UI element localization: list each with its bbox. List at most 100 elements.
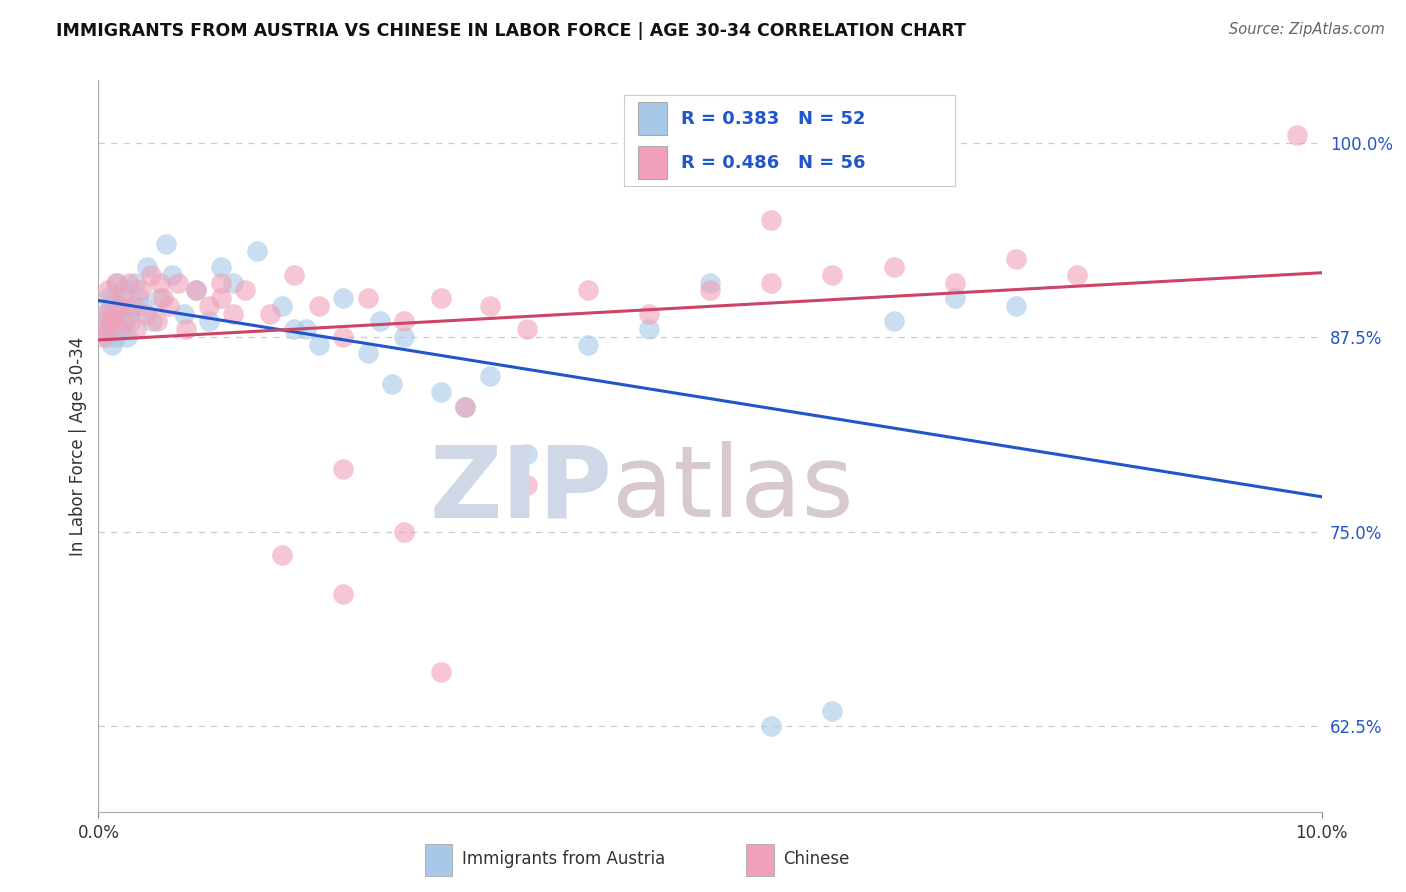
Point [112, 284, 135, 298]
Text: Chinese: Chinese [783, 849, 849, 868]
Point [356, 345, 378, 359]
Point [430, 384, 453, 399]
Point [699, 276, 721, 290]
Point [308, 338, 330, 352]
Point [222, 276, 245, 290]
Point [100, 299, 122, 313]
Point [173, 307, 195, 321]
Point [120, 314, 142, 328]
Point [1004, 252, 1026, 267]
Point [131, 299, 153, 313]
Point [97, 291, 120, 305]
Text: Source: ZipAtlas.com: Source: ZipAtlas.com [1229, 22, 1385, 37]
Point [270, 299, 294, 313]
Point [295, 322, 318, 336]
Text: atlas: atlas [612, 442, 853, 539]
Point [478, 368, 501, 383]
Point [149, 276, 172, 290]
Text: ZIP: ZIP [429, 442, 612, 539]
Point [430, 665, 453, 679]
Point [152, 291, 174, 305]
Point [96, 330, 118, 344]
Point [121, 299, 143, 313]
Point [576, 338, 599, 352]
Point [209, 291, 232, 305]
Point [392, 314, 416, 328]
Point [149, 291, 172, 305]
Point [197, 299, 219, 313]
Point [197, 314, 219, 328]
Point [638, 322, 661, 336]
Point [368, 314, 391, 328]
Point [821, 704, 844, 718]
Point [638, 307, 661, 321]
Point [576, 284, 599, 298]
Point [101, 314, 124, 328]
Point [516, 447, 538, 461]
Point [118, 307, 141, 321]
Point [111, 291, 134, 305]
Point [454, 400, 477, 414]
Point [128, 291, 150, 305]
Point [155, 236, 177, 251]
Point [1286, 128, 1309, 142]
Point [516, 478, 538, 492]
Point [114, 314, 136, 328]
Point [125, 322, 148, 336]
Point [209, 276, 232, 290]
Text: Immigrants from Austria: Immigrants from Austria [461, 849, 665, 868]
Point [94, 307, 117, 321]
Point [105, 276, 128, 290]
Point [104, 276, 127, 290]
Point [222, 307, 245, 321]
Point [107, 322, 129, 336]
Point [136, 260, 159, 274]
Point [186, 284, 208, 298]
Point [160, 268, 183, 282]
Point [104, 330, 127, 344]
Point [186, 284, 208, 298]
Point [270, 548, 294, 562]
Point [93, 314, 115, 328]
Y-axis label: In Labor Force | Age 30-34: In Labor Force | Age 30-34 [69, 336, 87, 556]
Point [356, 291, 378, 305]
Point [94, 322, 117, 336]
Point [761, 213, 783, 227]
Point [97, 284, 120, 298]
Point [943, 291, 966, 305]
Point [111, 322, 134, 336]
Point [283, 268, 305, 282]
Point [883, 314, 905, 328]
Point [392, 330, 416, 344]
Point [381, 376, 404, 391]
Point [101, 338, 124, 352]
Point [91, 330, 114, 344]
Point [124, 276, 146, 290]
Point [98, 322, 121, 336]
Point [209, 260, 232, 274]
Point [176, 322, 198, 336]
Point [332, 330, 354, 344]
Point [761, 719, 783, 733]
Point [332, 462, 354, 476]
Point [167, 276, 190, 290]
Point [110, 299, 132, 313]
Point [1066, 268, 1088, 282]
Point [103, 291, 125, 305]
Point [821, 268, 844, 282]
Point [1004, 299, 1026, 313]
Point [101, 307, 124, 321]
Point [430, 291, 453, 305]
Point [100, 314, 122, 328]
Point [478, 299, 501, 313]
Point [108, 299, 131, 313]
Point [699, 284, 721, 298]
Point [883, 260, 905, 274]
FancyBboxPatch shape [747, 844, 775, 876]
Point [332, 587, 354, 601]
Point [118, 276, 141, 290]
Text: IMMIGRANTS FROM AUSTRIA VS CHINESE IN LABOR FORCE | AGE 30-34 CORRELATION CHART: IMMIGRANTS FROM AUSTRIA VS CHINESE IN LA… [56, 22, 966, 40]
Point [761, 276, 783, 290]
Point [332, 291, 354, 305]
Point [259, 307, 281, 321]
